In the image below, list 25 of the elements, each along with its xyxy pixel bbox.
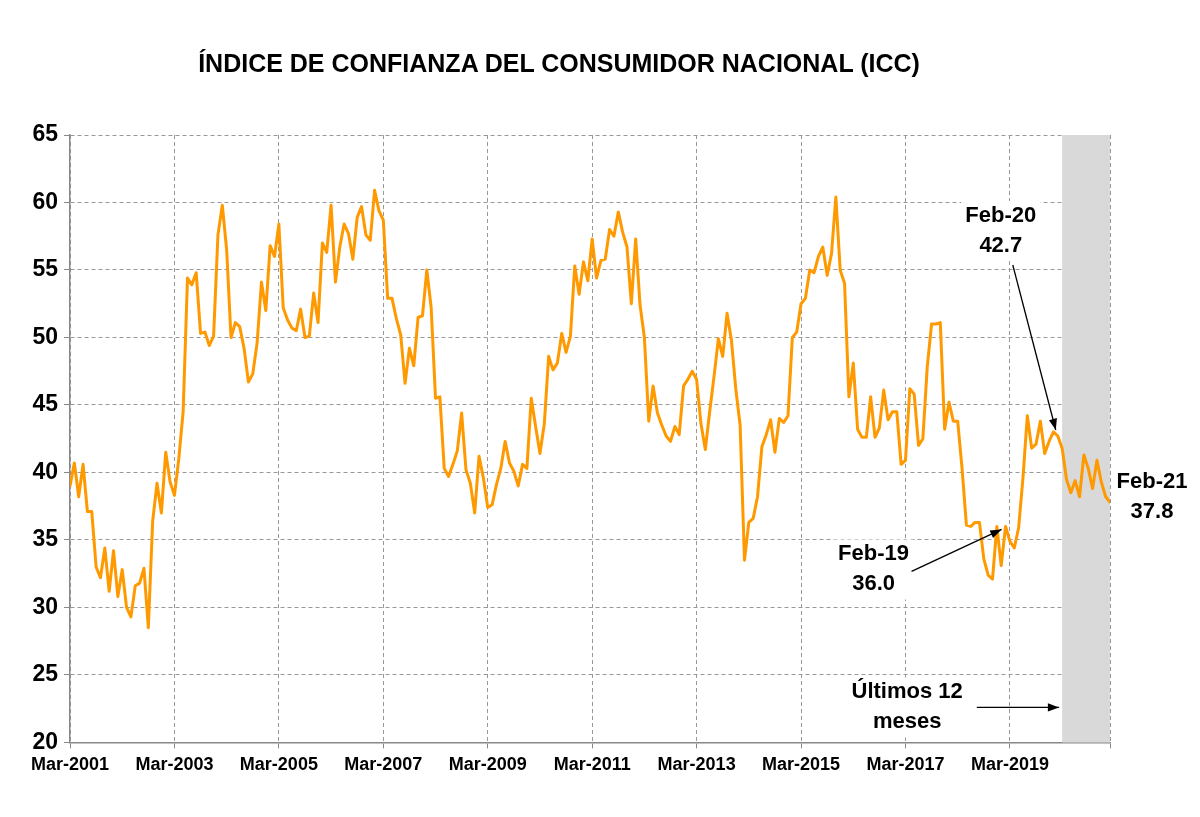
x-tick-label: Mar-2013 <box>657 754 736 775</box>
y-tick-label: 30 <box>32 592 58 619</box>
x-tick-label: Mar-2005 <box>239 754 318 775</box>
x-tick-label: Mar-2017 <box>866 754 945 775</box>
y-tick-label: 50 <box>32 322 58 349</box>
x-tick-label: Mar-2003 <box>135 754 214 775</box>
y-tick-label: 40 <box>32 457 58 484</box>
y-tick-label: 45 <box>32 390 59 417</box>
y-tick-label: 35 <box>32 525 59 552</box>
x-tick-label: Mar-2011 <box>553 754 631 775</box>
x-tick-label: Mar-2007 <box>344 754 423 775</box>
x-tick-label: Mar-2009 <box>448 754 527 775</box>
y-tick-label: 55 <box>32 255 59 282</box>
band-label: Últimos 12 meses <box>851 678 963 734</box>
y-tick-label: 25 <box>32 660 59 687</box>
annotation: Feb-21 37.8 <box>1116 468 1188 524</box>
x-tick-label: Mar-2019 <box>970 754 1049 775</box>
annotation: Feb-19 36.0 <box>838 540 910 596</box>
annotation: Feb-20 42.7 <box>965 202 1037 258</box>
y-tick-label: 60 <box>32 187 58 214</box>
y-tick-label: 65 <box>32 120 59 147</box>
y-tick-label: 20 <box>32 727 58 754</box>
x-tick-label: Mar-2015 <box>762 754 841 775</box>
chart-title: ÍNDICE DE CONFIANZA DEL CONSUMIDOR NACIONAL (ICC) <box>198 48 920 77</box>
x-tick-label: Mar-2001 <box>30 754 110 775</box>
